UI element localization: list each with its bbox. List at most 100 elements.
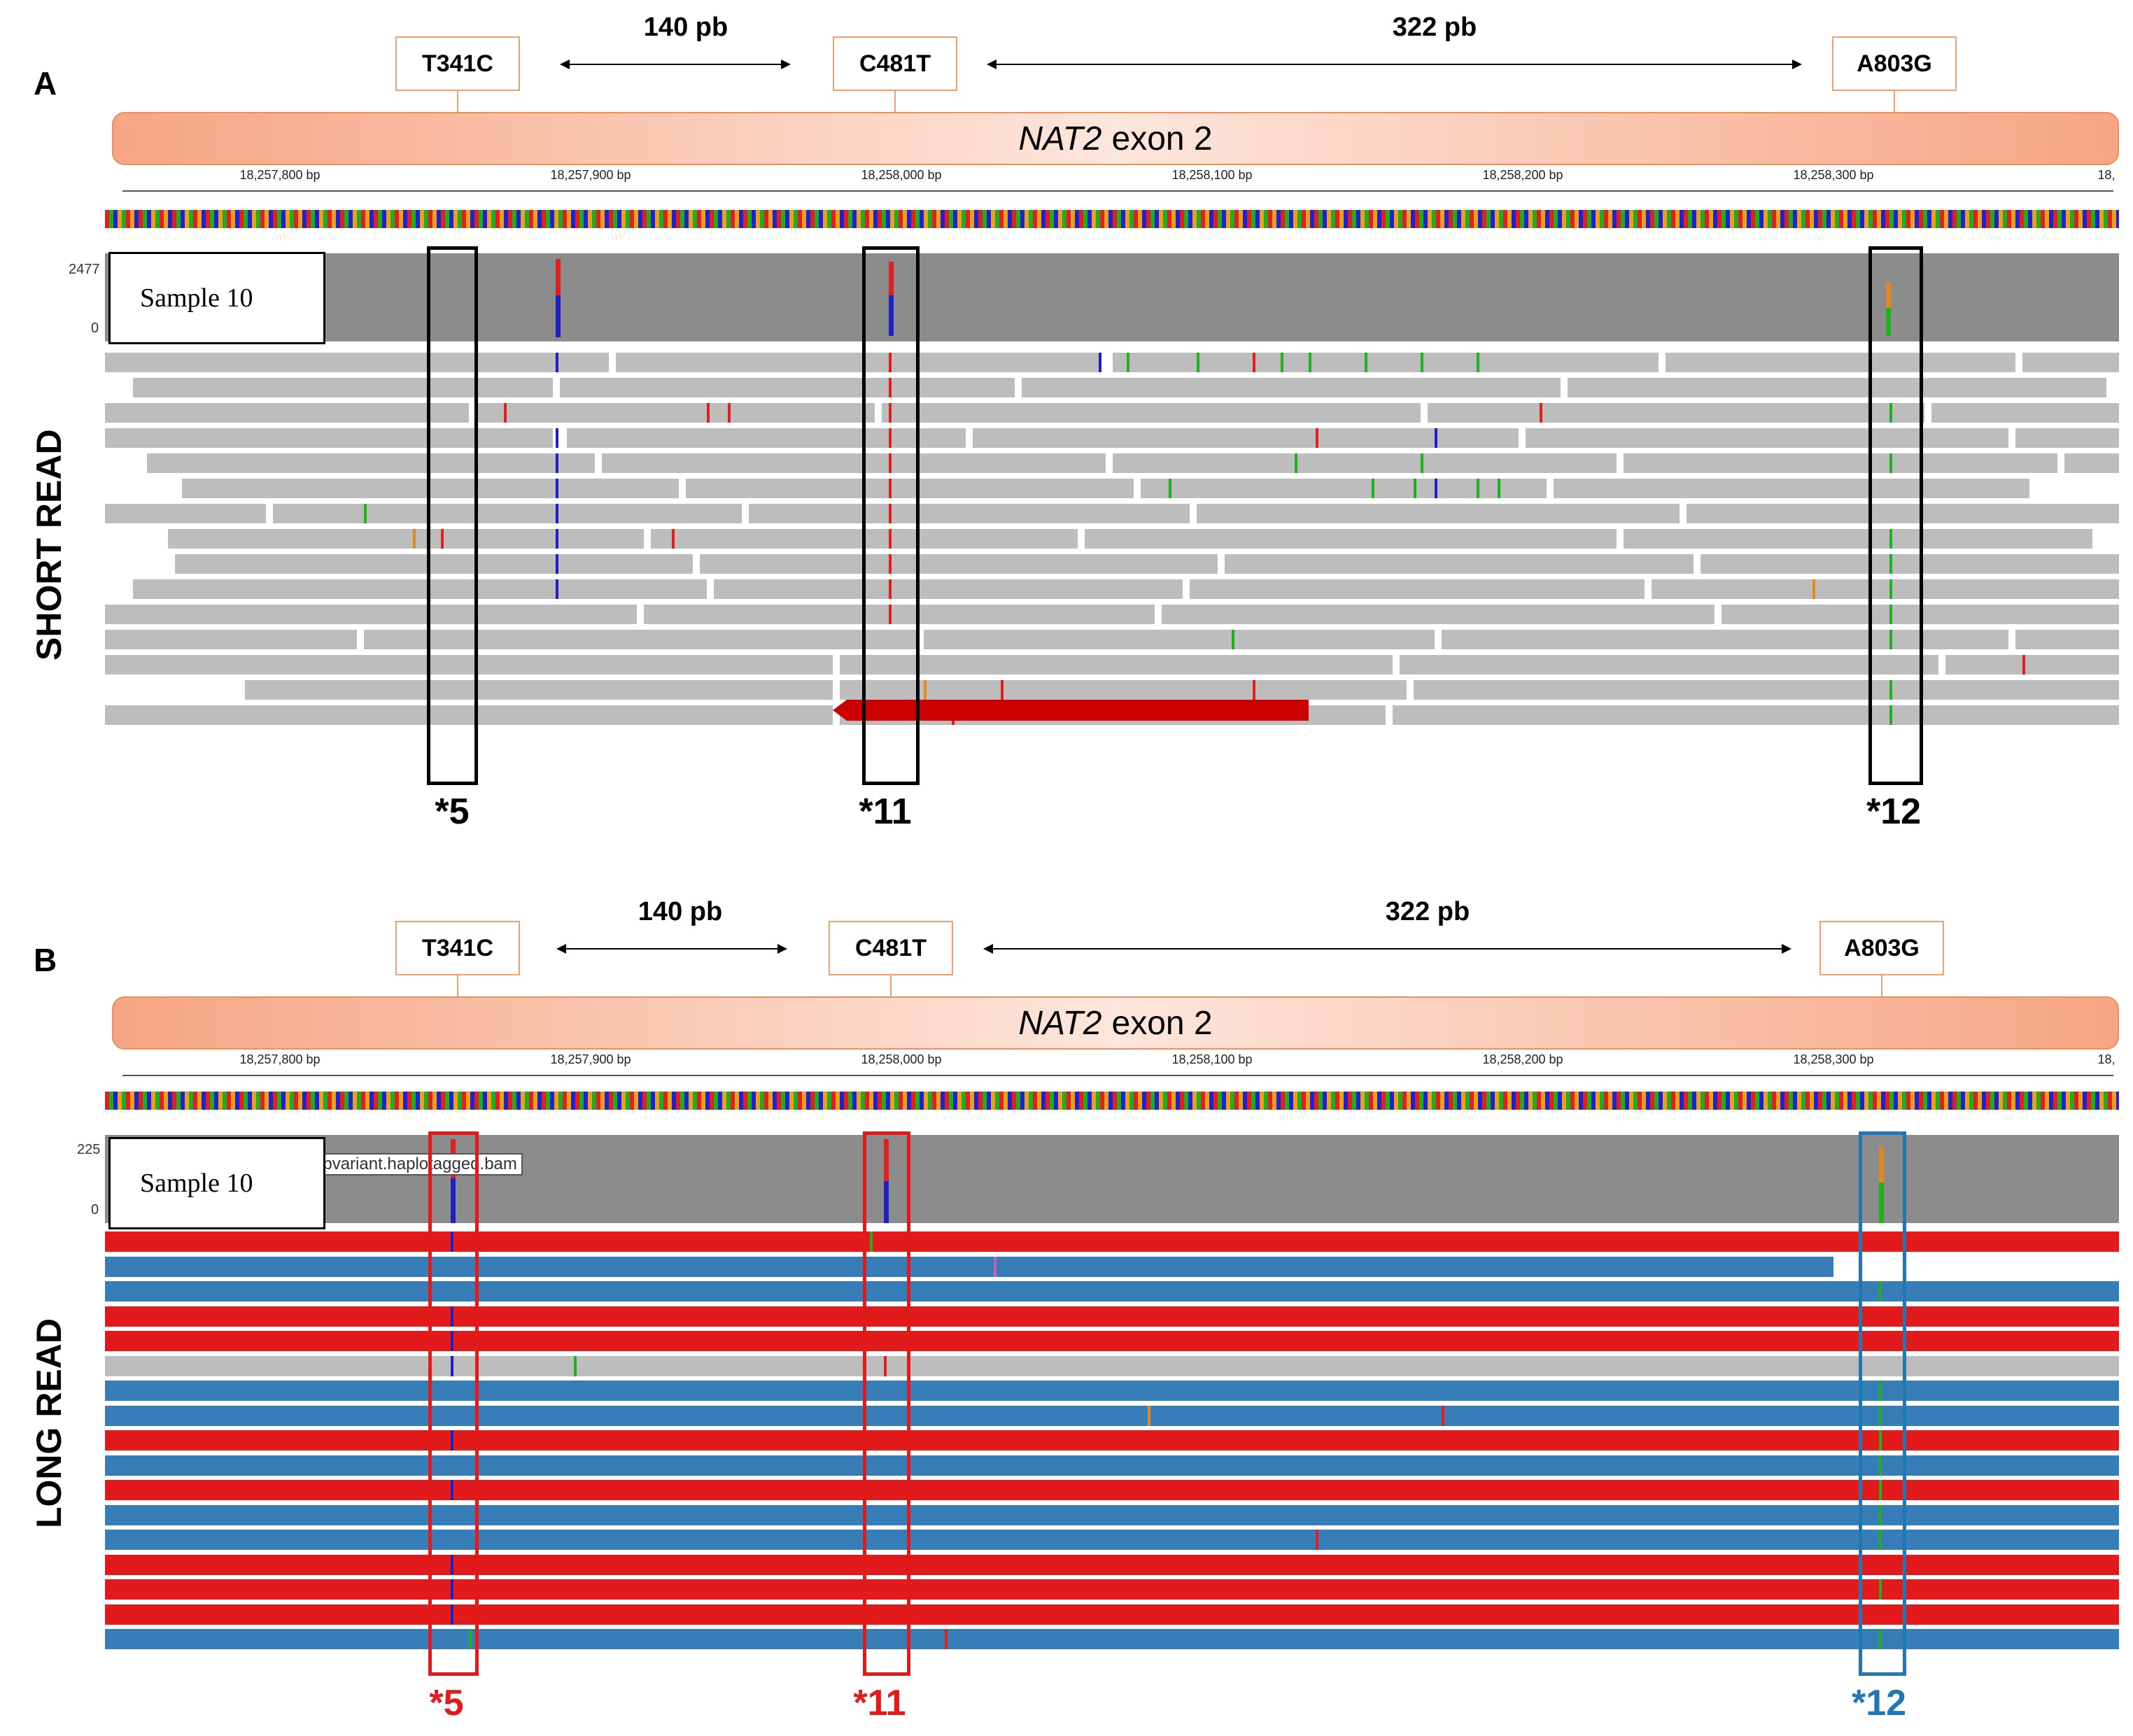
long-read: [105, 1405, 2119, 1426]
distance-label: 322 pb: [1392, 13, 1477, 42]
ruler-label: 18,258,200 bp: [1482, 168, 1563, 182]
mismatch-mark: [1889, 403, 1892, 423]
snp-a803g-label: A803G: [1832, 36, 1957, 91]
ruler-label: 18,: [2097, 168, 2116, 182]
star-allele-label: *11: [853, 1683, 906, 1723]
long-read: [105, 1455, 2119, 1476]
exon-bar: NAT2 exon 2: [112, 112, 2119, 165]
star-allele-label: *5: [429, 1683, 464, 1723]
mismatch-mark: [889, 353, 892, 372]
highlighted-read: [833, 700, 1309, 721]
mismatch-mark: [504, 403, 507, 423]
mismatch-mark: [889, 529, 892, 549]
ruler-label: 18,258,100 bp: [1171, 168, 1253, 182]
highlight-box-star12: [1859, 1131, 1906, 1676]
sequence-read: [147, 453, 595, 473]
snp-stem: [457, 91, 458, 112]
sequence-read: [1945, 655, 2119, 675]
mismatch-mark: [556, 479, 558, 498]
mismatch-mark: [1477, 479, 1479, 498]
mismatch-mark: [1879, 1629, 1882, 1649]
sequence-read: [1701, 554, 2119, 574]
mismatch-mark: [889, 504, 892, 523]
sample-label: Sample 10: [108, 252, 325, 344]
sequence-read: [105, 428, 553, 448]
sequence-read: [882, 403, 1421, 423]
mismatch-mark: [1372, 479, 1374, 498]
sequence-read: [616, 353, 1099, 372]
mismatch-mark: [556, 504, 558, 523]
mismatch-mark: [1879, 1504, 1882, 1525]
track-title: LONG READ: [29, 1318, 69, 1528]
long-read: [105, 1480, 2119, 1500]
mismatch-mark: [1889, 554, 1892, 574]
mismatch-mark: [556, 579, 558, 599]
long-read: [105, 1604, 2119, 1625]
long-read: [105, 1331, 2119, 1351]
mismatch-mark: [889, 428, 892, 448]
sequence-read: [1393, 705, 2119, 725]
mismatch-mark: [451, 1430, 453, 1451]
sequence-read: [105, 353, 609, 372]
mismatch-mark: [1253, 353, 1255, 372]
sequence-read: [105, 504, 266, 523]
mismatch-mark: [1879, 1381, 1882, 1401]
coverage-track: [105, 253, 2119, 341]
mismatch-mark: [1498, 479, 1500, 498]
mismatch-mark: [1879, 1455, 1882, 1476]
sequence-read: [1624, 529, 2092, 549]
coverage-min: 0: [91, 320, 99, 336]
exon-suffix: exon 2: [1111, 120, 1213, 157]
short-read-track: [105, 350, 2119, 785]
long-read: [105, 1554, 2119, 1575]
gene-name: NAT2: [1018, 120, 1102, 157]
mismatch-mark: [413, 529, 416, 549]
star-allele-label: *12: [1851, 1683, 1907, 1723]
reference-sequence-track: [105, 210, 2119, 228]
sequence-read: [476, 403, 875, 423]
gene-name: NAT2: [1018, 1004, 1102, 1042]
ruler-label: 18,257,900 bp: [550, 168, 631, 182]
mismatch-mark: [1099, 353, 1101, 372]
sequence-read: [1428, 403, 1924, 423]
mismatch-mark: [556, 353, 558, 372]
mismatch-mark: [1295, 453, 1297, 473]
mismatch-mark: [672, 529, 675, 549]
distance-label: 140 pb: [643, 13, 728, 42]
panel-label: B: [34, 942, 57, 978]
sequence-read: [105, 403, 469, 423]
mismatch-mark: [889, 403, 892, 423]
coverage-max: 2477: [69, 262, 100, 277]
mismatch-mark: [1889, 453, 1892, 473]
position-ruler: 18,257,800 bp 18,257,900 bp 18,258,000 b…: [122, 168, 2116, 192]
star-allele-label: *12: [1866, 791, 1922, 832]
panel-b: B T341C C481T A803G 140 pb 322 pb NAT2 e…: [0, 875, 2133, 1736]
sequence-read: [175, 554, 693, 574]
sequence-read: [1162, 605, 1715, 624]
position-ruler: 18,257,800 bp 18,257,900 bp 18,258,000 b…: [122, 1052, 2116, 1076]
sequence-read: [749, 504, 1190, 523]
sequence-read: [1687, 504, 2119, 523]
mismatch-mark: [728, 403, 731, 423]
long-read: [105, 1256, 1833, 1277]
snp-stem: [890, 975, 892, 996]
sequence-read: [364, 630, 917, 649]
mismatch-mark: [451, 1554, 453, 1575]
sequence-read: [567, 428, 966, 448]
snp-c481t-label: C481T: [829, 921, 953, 975]
long-read: [105, 1579, 2119, 1600]
sequence-read: [686, 479, 1134, 498]
mismatch-mark: [556, 453, 558, 473]
mismatch-mark: [451, 1331, 453, 1351]
sequence-read: [105, 705, 833, 725]
snp-c481t-label: C481T: [833, 36, 957, 91]
sequence-read: [1568, 378, 2106, 397]
coverage-min: 0: [91, 1202, 99, 1218]
sequence-read: [1624, 453, 2057, 473]
sequence-read: [1113, 353, 1659, 372]
sequence-read: [2015, 630, 2119, 649]
long-read-track: [105, 1232, 2119, 1674]
mismatch-mark: [889, 378, 892, 397]
sequence-read: [560, 378, 1015, 397]
mismatch-mark: [945, 1629, 948, 1649]
